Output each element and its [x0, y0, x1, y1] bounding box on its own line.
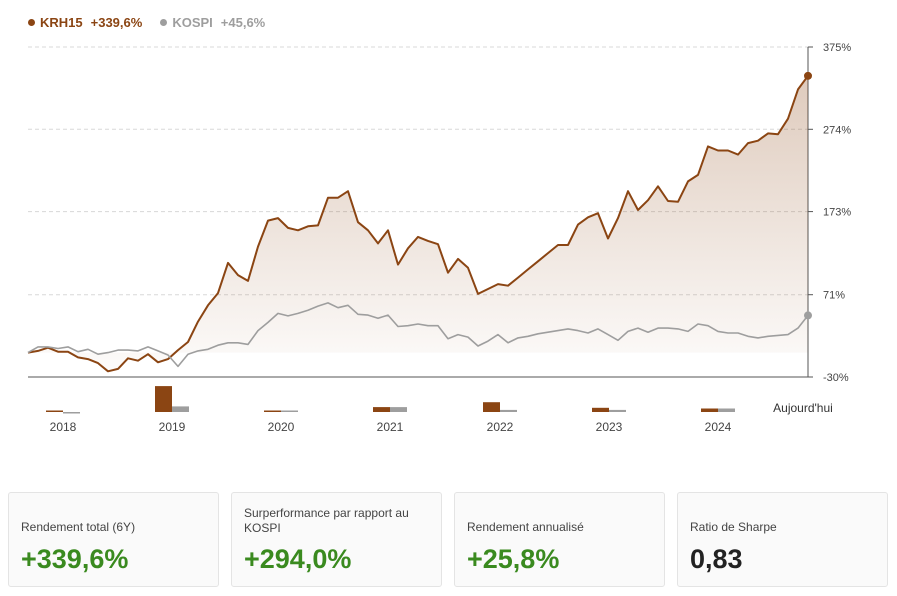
kospi-series-line[interactable]: [27, 302, 809, 368]
legend-dot-icon: [160, 18, 168, 26]
annual-bar-krh15[interactable]: [155, 386, 172, 412]
legend-label: KRH15: [40, 14, 83, 30]
x-tick-label: 2020: [268, 420, 295, 434]
annual-bar-kospi[interactable]: [281, 410, 298, 413]
krh15-area: [28, 75, 808, 372]
annual-bar-kospi[interactable]: [609, 409, 626, 412]
annual-bar-kospi[interactable]: [172, 406, 189, 412]
legend-item-kospi[interactable]: KOSPI +45,6%: [160, 15, 265, 30]
annual-bar-krh15[interactable]: [46, 410, 63, 413]
card-label: Surperformance par rapport au KOSPI: [244, 506, 409, 535]
stats-cards: Rendement total (6Y) +339,6% Surperforma…: [8, 492, 888, 587]
y-tick-label: 71%: [823, 290, 845, 302]
annual-bar-krh15[interactable]: [373, 407, 390, 412]
y-tick-label: 274%: [823, 124, 851, 136]
card-value: +25,8%: [467, 544, 560, 574]
annual-bar-krh15[interactable]: [264, 410, 281, 413]
stat-card-sharpe-ratio: Ratio de Sharpe 0,83: [677, 492, 888, 587]
x-tick-label: 2019: [159, 420, 186, 434]
stat-card-total-return: Rendement total (6Y) +339,6%: [8, 492, 219, 587]
card-label: Rendement total (6Y): [21, 520, 136, 534]
annual-bar-kospi[interactable]: [718, 408, 735, 413]
x-tick-label: 2023: [596, 420, 623, 434]
annual-bar-krh15[interactable]: [483, 402, 500, 412]
y-tick-label: 173%: [823, 207, 851, 219]
x-tick-label-today: Aujourd'hui: [773, 401, 833, 415]
y-tick-label: 375%: [823, 42, 851, 54]
legend-item-krh15[interactable]: KRH15 +339,6%: [28, 15, 142, 30]
card-value: +339,6%: [21, 544, 129, 574]
x-tick-label: 2018: [50, 420, 77, 434]
annual-bar-kospi[interactable]: [390, 407, 407, 412]
krh15-end-point[interactable]: [804, 71, 812, 80]
card-value: +294,0%: [244, 544, 352, 574]
legend-dot-icon: [28, 18, 35, 26]
annual-bar-kospi[interactable]: [500, 409, 517, 412]
card-label: Rendement annualisé: [467, 520, 584, 534]
legend-value: +339,6%: [90, 14, 143, 30]
x-tick-label: 2021: [377, 420, 404, 434]
stat-card-outperformance: Surperformance par rapport au KOSPI +294…: [231, 492, 442, 587]
annual-bar-krh15[interactable]: [701, 408, 718, 413]
y-tick-label: -30%: [823, 372, 849, 384]
x-tick-label: 2022: [487, 420, 514, 434]
performance-chart[interactable]: 375% 274% 173% 71% -30% 2018 2019 2020 2021 2022 2…: [0, 0, 897, 480]
krh15-series-line[interactable]: [27, 75, 809, 373]
kospi-end-point[interactable]: [804, 311, 812, 320]
stat-card-annualized-return: Rendement annualisé +25,8%: [454, 492, 665, 587]
legend: KRH15 +339,6% KOSPI +45,6%: [28, 8, 283, 36]
x-tick-label: 2024: [705, 420, 732, 434]
legend-value: +45,6%: [220, 14, 266, 30]
legend-label: KOSPI: [172, 14, 213, 30]
annual-bar-kospi[interactable]: [63, 412, 80, 414]
annual-bar-krh15[interactable]: [592, 407, 609, 412]
card-value: 0,83: [690, 544, 743, 574]
card-label: Ratio de Sharpe: [690, 520, 777, 534]
